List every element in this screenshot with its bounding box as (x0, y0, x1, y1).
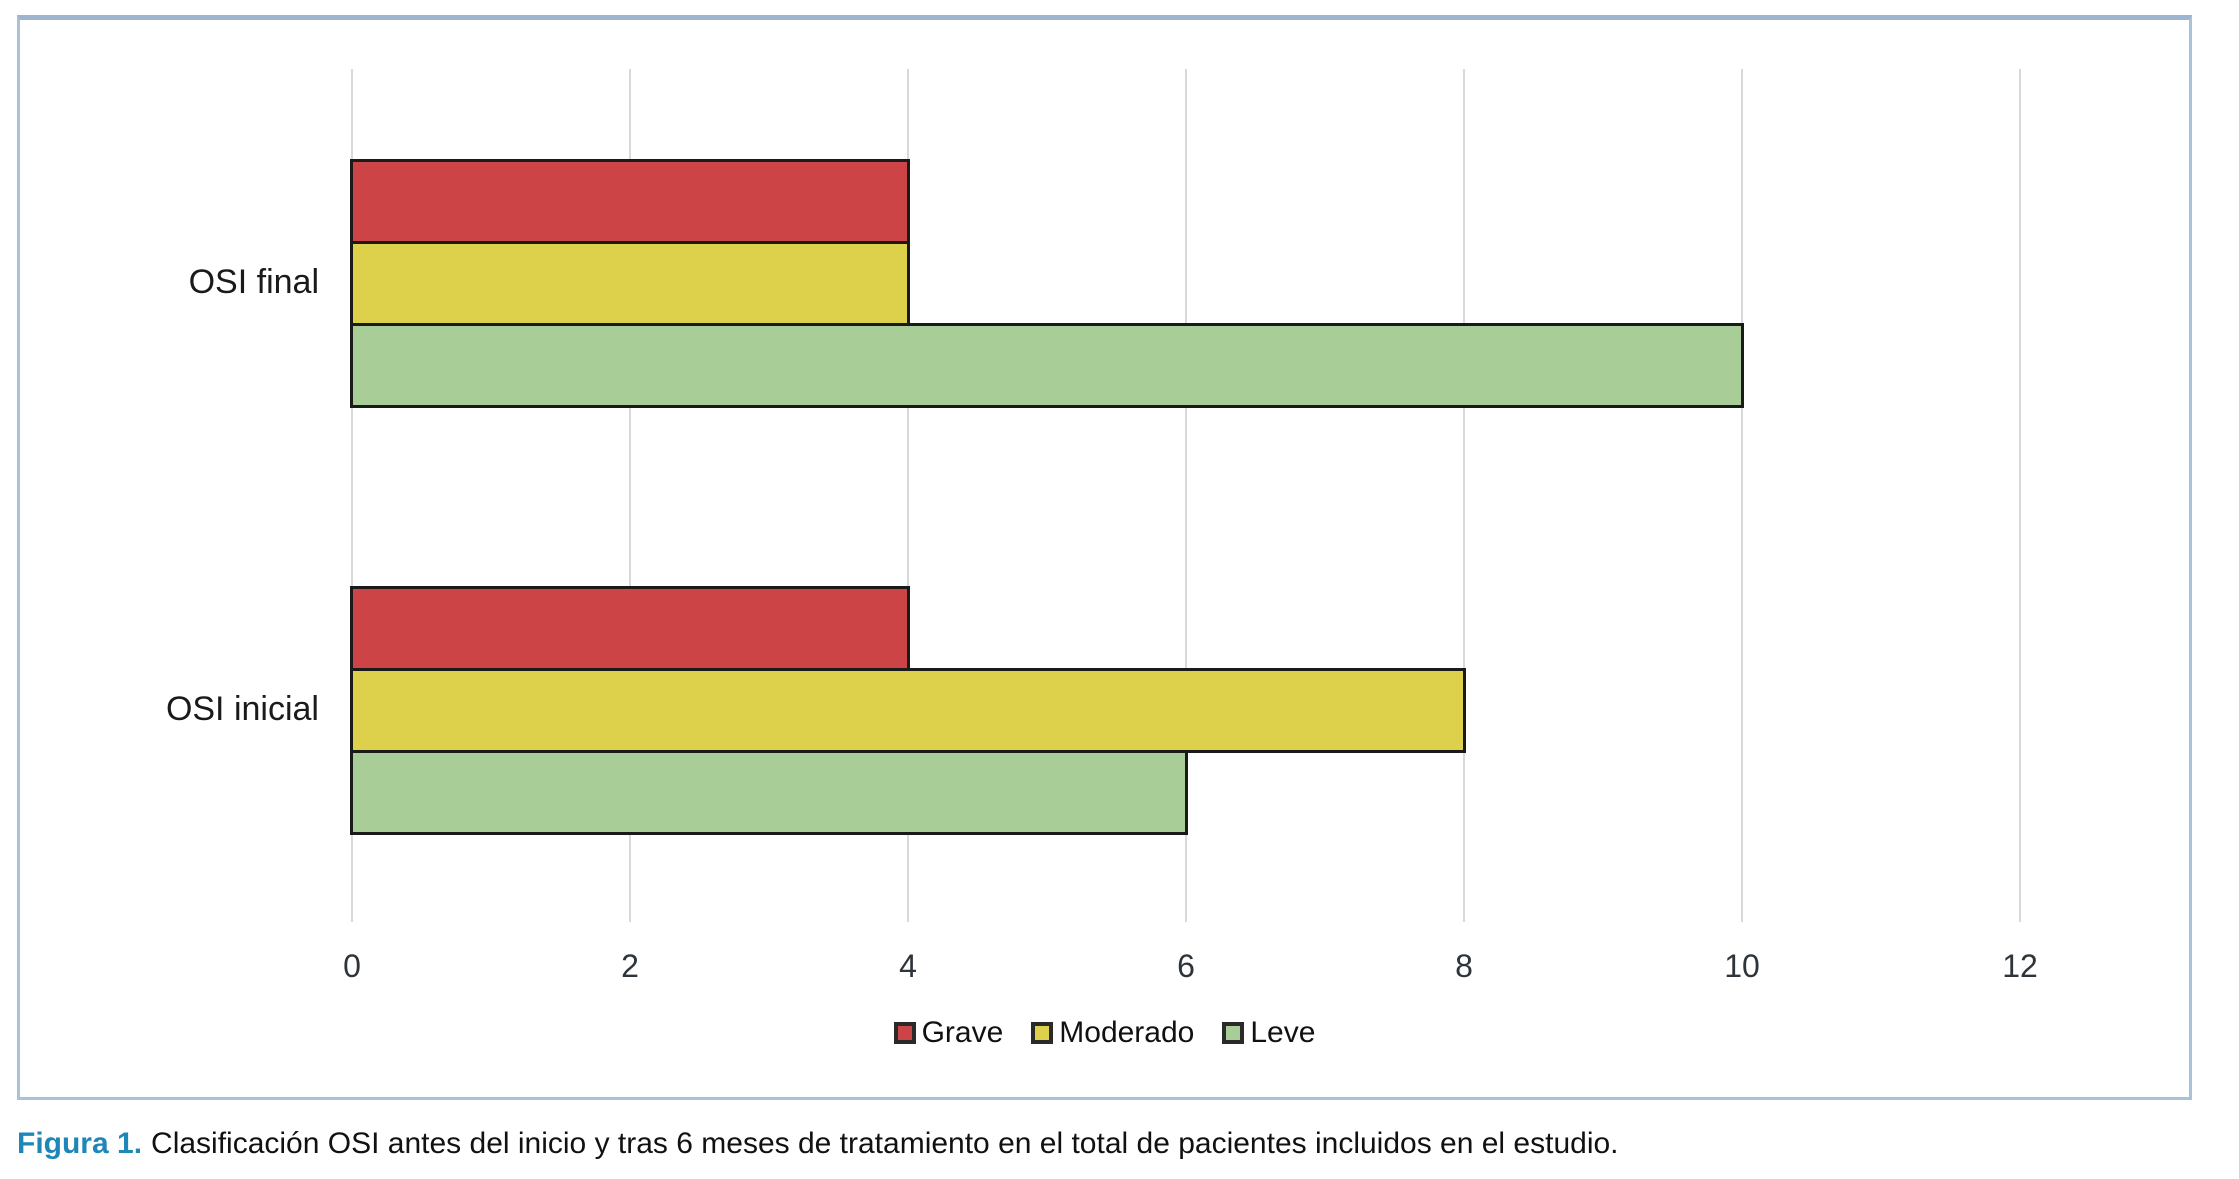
bar-moderado-osi-final (350, 241, 910, 327)
legend-label-leve: Leve (1250, 1016, 1316, 1049)
legend-label-grave: Grave (921, 1016, 1004, 1049)
legend-swatch-moderado-icon (1031, 1022, 1054, 1044)
legend-item-leve: Leve (1222, 1016, 1315, 1050)
x-tick-label-0: 0 (343, 948, 361, 984)
bar-moderado-osi-inicial (350, 667, 1466, 753)
category-label-osi-final: OSI final (188, 263, 319, 302)
legend-swatch-grave-icon (893, 1022, 916, 1044)
gridline-8 (1463, 69, 1465, 922)
gridline-0 (351, 69, 353, 922)
x-tick-label-12: 12 (2002, 948, 2038, 984)
legend-swatch-leve-icon (1222, 1022, 1245, 1044)
gridline-2 (629, 69, 631, 922)
chart-plot-area: 0 2 4 6 8 10 12 OSI final OSI inicial (20, 20, 2189, 1097)
bar-leve-osi-inicial (350, 749, 1188, 835)
gridline-6 (1185, 69, 1187, 922)
legend-label-moderado: Moderado (1059, 1016, 1195, 1049)
legend-item-moderado: Moderado (1031, 1016, 1194, 1050)
x-tick-label-8: 8 (1455, 948, 1473, 984)
figure-caption-text: Clasificación OSI antes del inicio y tra… (151, 1127, 1619, 1160)
bar-grave-osi-final (350, 159, 910, 245)
chart-legend: Grave Moderado Leve (20, 1016, 2189, 1050)
gridline-12 (2019, 69, 2021, 922)
figure-caption-label: Figura 1. (17, 1127, 143, 1160)
gridline-4 (907, 69, 909, 922)
x-tick-label-10: 10 (1724, 948, 1760, 984)
bar-grave-osi-inicial (350, 585, 910, 671)
legend-item-grave: Grave (893, 1016, 1004, 1050)
x-tick-label-2: 2 (621, 948, 639, 984)
x-tick-label-4: 4 (899, 948, 917, 984)
gridline-10 (1741, 69, 1743, 922)
figure-caption: Figura 1. Clasificación OSI antes del ini… (17, 1124, 2217, 1163)
category-label-osi-inicial: OSI inicial (165, 689, 319, 728)
bar-leve-osi-final (350, 323, 1744, 409)
chart-panel: 0 2 4 6 8 10 12 OSI final OSI inicial Grave Moder… (17, 15, 2192, 1100)
x-tick-label-6: 6 (1177, 948, 1195, 984)
